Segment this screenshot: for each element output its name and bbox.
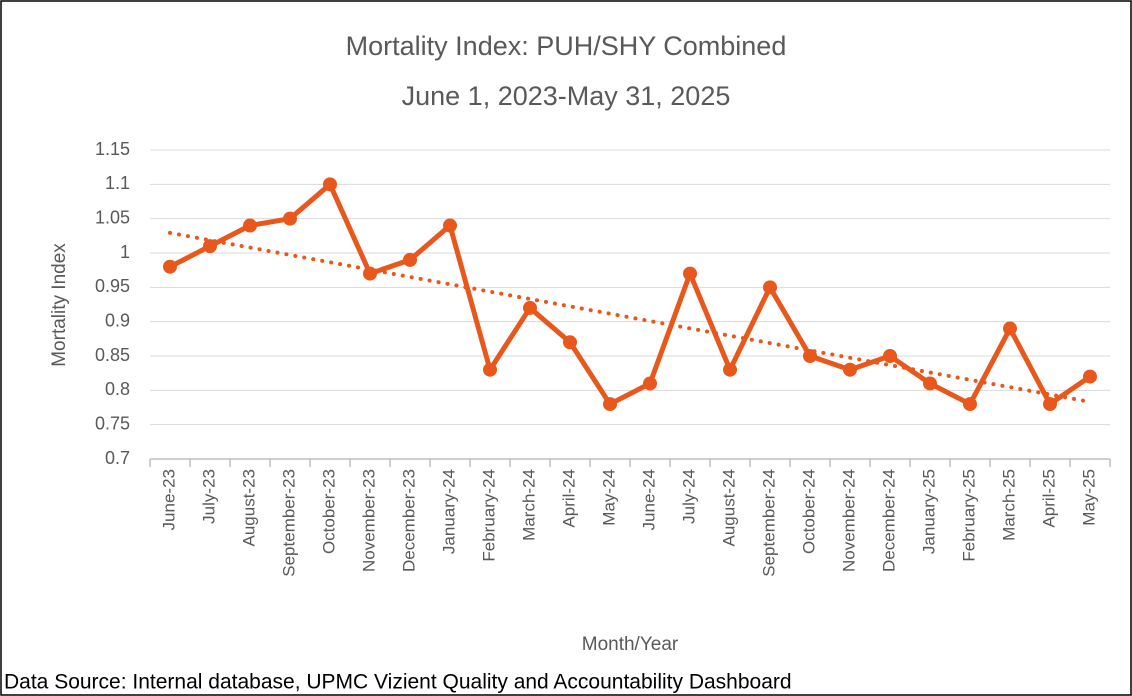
x-tick-label: January-24 bbox=[439, 469, 458, 554]
chart-subtitle: June 1, 2023-May 31, 2025 bbox=[402, 81, 731, 111]
x-tick-label: April-25 bbox=[1039, 469, 1058, 528]
data-point bbox=[963, 397, 977, 412]
data-point bbox=[923, 376, 937, 391]
x-tick-label: October-23 bbox=[319, 469, 338, 554]
x-tick-label: September-23 bbox=[279, 469, 298, 577]
data-point bbox=[1043, 397, 1057, 412]
data-point bbox=[803, 349, 817, 363]
x-tick-label: July-24 bbox=[679, 469, 698, 524]
data-point bbox=[283, 211, 297, 226]
x-tick-label: September-24 bbox=[759, 469, 778, 577]
data-point bbox=[443, 218, 457, 233]
x-tick-label: March-25 bbox=[999, 469, 1018, 541]
y-tick-label: 1.1 bbox=[105, 173, 130, 193]
trend-line bbox=[168, 230, 1092, 404]
x-tick-label: February-24 bbox=[479, 469, 498, 562]
data-point bbox=[723, 362, 737, 377]
data-point bbox=[1003, 321, 1017, 336]
data-point bbox=[1083, 369, 1097, 384]
x-tick-label: November-24 bbox=[839, 469, 858, 572]
y-tick-label: 0.9 bbox=[105, 310, 130, 330]
data-point bbox=[203, 239, 217, 254]
x-tick-label: May-24 bbox=[599, 469, 618, 526]
data-point bbox=[363, 266, 377, 281]
x-tick-label: December-23 bbox=[399, 469, 418, 572]
data-point bbox=[243, 218, 257, 233]
data-point bbox=[483, 362, 497, 377]
y-tick-label: 0.7 bbox=[105, 448, 130, 468]
x-tick-label: November-23 bbox=[359, 469, 378, 572]
data-point bbox=[763, 280, 777, 295]
y-tick-label: 0.85 bbox=[95, 345, 130, 365]
data-point bbox=[403, 252, 417, 267]
x-tick-label: August-24 bbox=[719, 469, 738, 547]
x-tick-label: May-25 bbox=[1079, 469, 1098, 526]
y-tick-label: 0.95 bbox=[95, 276, 130, 296]
data-point bbox=[323, 177, 337, 192]
x-tick-label: June-23 bbox=[159, 469, 178, 530]
x-tick-label: March-24 bbox=[519, 469, 538, 541]
series-line bbox=[168, 181, 1092, 407]
data-point bbox=[523, 300, 537, 315]
y-tick-label: 1 bbox=[120, 242, 130, 262]
x-tick-label: June-24 bbox=[639, 469, 658, 530]
x-tick-label: July-23 bbox=[199, 469, 218, 524]
y-axis-title: Mortality Index bbox=[49, 243, 70, 367]
x-tick-label: August-23 bbox=[239, 469, 258, 547]
footer: Data Source: Internal database, UPMC Viz… bbox=[4, 671, 792, 694]
data-point bbox=[683, 266, 697, 281]
x-axis-title: Month/Year bbox=[582, 634, 679, 655]
data-point bbox=[883, 349, 897, 363]
data-point bbox=[163, 259, 177, 274]
y-tick-label: 0.75 bbox=[95, 413, 130, 433]
data-point bbox=[563, 335, 577, 350]
data-point bbox=[603, 397, 617, 412]
x-tick-label: February-25 bbox=[959, 469, 978, 562]
y-tick-label: 1.05 bbox=[95, 207, 130, 227]
y-tick-label: 0.8 bbox=[105, 379, 130, 399]
data-point bbox=[643, 376, 657, 391]
chart-title: Mortality Index: PUH/SHY Combined bbox=[346, 31, 787, 61]
x-tick-label: December-24 bbox=[879, 469, 898, 572]
x-tick-label: April-24 bbox=[559, 469, 578, 528]
data-point bbox=[843, 362, 857, 377]
y-tick-label: 1.15 bbox=[95, 139, 130, 159]
x-tick-label: October-24 bbox=[799, 469, 818, 554]
x-tick-label: January-25 bbox=[919, 469, 938, 554]
